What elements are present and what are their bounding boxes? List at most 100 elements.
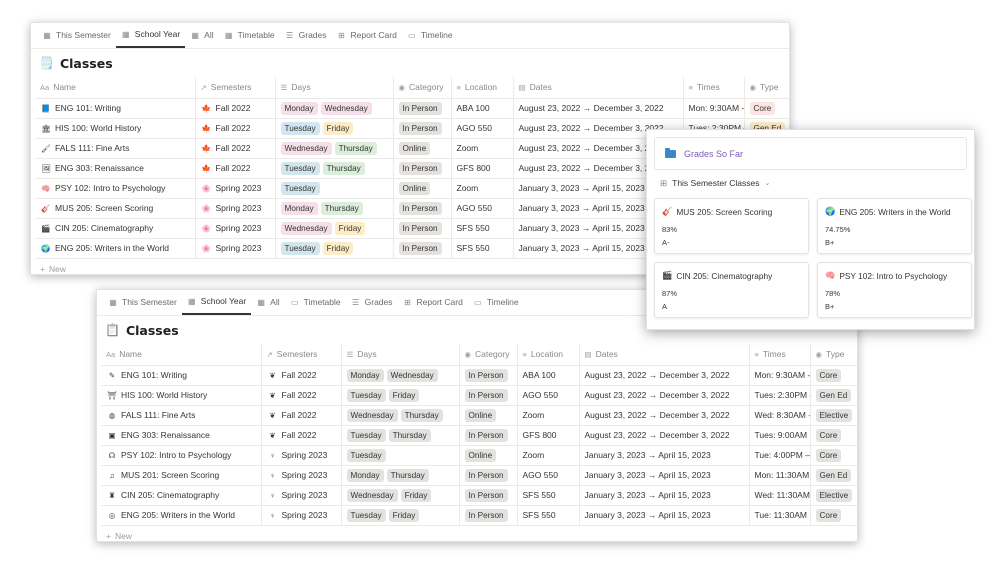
table-row[interactable]: ☊ PSY 102: Intro to Psychology ♀ Spring 202… (101, 445, 857, 466)
cell-location[interactable]: SFS 550 (451, 238, 514, 259)
cell-name[interactable]: 🖼 ENG 303: Renaissance (35, 158, 196, 179)
cell-dates[interactable]: August 23, 2022 → December 3, 2022 (579, 365, 750, 386)
cell-days[interactable]: Tuesday Friday (275, 118, 394, 139)
column-header-dates[interactable]: ▤ Dates (579, 344, 750, 366)
cell-location[interactable]: SFS 550 (517, 505, 580, 526)
grades-header[interactable]: Grades So Far (654, 137, 967, 170)
tab-timeline[interactable]: ▭ Timeline (474, 297, 519, 307)
cell-semester[interactable]: ♀ Spring 2023 (261, 445, 342, 466)
column-header-location[interactable]: ≡ Location (517, 344, 580, 366)
grade-card[interactable]: 🧠 PSY 102: Intro to Psychology 78% B+ (817, 262, 972, 318)
cell-semester[interactable]: ❦ Fall 2022 (261, 405, 342, 426)
cell-times[interactable]: Mon: 9:30AM - (749, 365, 811, 386)
cell-type[interactable]: Core (810, 365, 857, 386)
cell-days[interactable]: Tuesday (275, 178, 394, 199)
column-header-semesters[interactable]: ↗ Semesters (261, 344, 342, 366)
cell-name[interactable]: ▣ ENG 303: Renaissance (101, 425, 262, 446)
cell-location[interactable]: AGO 550 (517, 385, 580, 406)
cell-semester[interactable]: ♀ Spring 2023 (261, 485, 342, 506)
cell-location[interactable]: Zoom (517, 405, 580, 426)
column-header-times[interactable]: ≡ Times (683, 77, 745, 99)
tab-grades[interactable]: ☰ Grades (286, 30, 327, 40)
cell-semester[interactable]: ❦ Fall 2022 (261, 385, 342, 406)
cell-type[interactable]: Core (810, 425, 857, 446)
column-header-type[interactable]: ◉ Type (744, 77, 789, 99)
cell-days[interactable]: Wednesday Friday (341, 485, 460, 506)
cell-category[interactable]: In Person (459, 425, 518, 446)
cell-days[interactable]: Wednesday Friday (275, 218, 394, 239)
cell-dates[interactable]: January 3, 2023 → April 15, 2023 (579, 485, 750, 506)
column-header-category[interactable]: ◉ Category (459, 344, 518, 366)
cell-times[interactable]: Mon: 11:30AM (749, 465, 811, 486)
cell-times[interactable]: Wed: 11:30AM (749, 485, 811, 506)
column-header-semesters[interactable]: ↗ Semesters (195, 77, 276, 99)
cell-location[interactable]: Zoom (517, 445, 580, 466)
cell-times[interactable]: Tue: 11:30AM (749, 505, 811, 526)
cell-name[interactable]: ✎ ENG 101: Writing (101, 365, 262, 386)
column-header-name[interactable]: Aa Name (35, 77, 196, 99)
table-row[interactable]: ◍ FALS 111: Fine Arts ❦ Fall 2022 Wednesday T… (101, 405, 857, 426)
cell-days[interactable]: Wednesday Thursday (275, 138, 394, 159)
cell-category[interactable]: In Person (393, 238, 452, 259)
cell-semester[interactable]: 🌸 Spring 2023 (195, 238, 276, 259)
table-row[interactable]: ♫ MUS 201: Screen Scoring ♀ Spring 2023 Mond… (101, 465, 857, 486)
cell-name[interactable]: ♫ MUS 201: Screen Scoring (101, 465, 262, 486)
cell-location[interactable]: GFS 800 (451, 158, 514, 179)
grade-card[interactable]: 🎬 CIN 205: Cinematography 87% A (654, 262, 809, 318)
cell-days[interactable]: Tuesday Thursday (341, 425, 460, 446)
column-header-name[interactable]: Aa Name (101, 344, 262, 366)
table-row[interactable]: ▣ ENG 303: Renaissance ❦ Fall 2022 Tuesday Th… (101, 425, 857, 446)
cell-type[interactable]: Core (810, 445, 857, 466)
cell-days[interactable]: Wednesday Thursday (341, 405, 460, 426)
column-header-location[interactable]: ≡ Location (451, 77, 514, 99)
cell-semester[interactable]: 🍁 Fall 2022 (195, 138, 276, 159)
cell-category[interactable]: In Person (459, 505, 518, 526)
page-title[interactable]: Classes (125, 322, 179, 338)
cell-times[interactable]: Tues: 2:30PM – (749, 385, 811, 406)
cell-dates[interactable]: August 23, 2022 → December 3, 2022 (579, 385, 750, 406)
cell-dates[interactable]: January 3, 2023 → April 15, 2023 (579, 445, 750, 466)
cell-dates[interactable]: August 23, 2022 → December 3, 2022 (513, 118, 684, 139)
column-header-days[interactable]: ☰ Days (275, 77, 394, 99)
tab-all[interactable]: ▦ All (191, 30, 214, 40)
tab-report-card[interactable]: ⊞ Report Card (338, 30, 397, 40)
tab-this-semester[interactable]: ▦ This Semester (109, 297, 177, 307)
cell-category[interactable]: Online (459, 405, 518, 426)
cell-name[interactable]: ◎ ENG 205: Writers in the World (101, 505, 262, 526)
cell-location[interactable]: AGO 550 (451, 198, 514, 219)
tab-report-card[interactable]: ⊞ Report Card (404, 297, 463, 307)
view-selector[interactable]: ⊞ This Semester Classes ⌄ (660, 177, 771, 189)
cell-location[interactable]: AGO 550 (517, 465, 580, 486)
tab-this-semester[interactable]: ▦ This Semester (43, 30, 111, 40)
cell-days[interactable]: Monday Thursday (341, 465, 460, 486)
cell-name[interactable]: ◍ FALS 111: Fine Arts (101, 405, 262, 426)
cell-name[interactable]: 🖌 FALS 111: Fine Arts (35, 138, 196, 159)
tab-timeline[interactable]: ▭ Timeline (408, 30, 453, 40)
cell-semester[interactable]: 🌸 Spring 2023 (195, 178, 276, 199)
table-row[interactable]: ◎ ENG 205: Writers in the World ♀ Spring 20… (101, 505, 857, 526)
cell-name[interactable]: 🎸 MUS 205: Screen Scoring (35, 198, 196, 219)
cell-semester[interactable]: 🍁 Fall 2022 (195, 158, 276, 179)
cell-type[interactable]: Elective (810, 485, 857, 506)
cell-type[interactable]: Core (744, 98, 789, 119)
cell-location[interactable]: SFS 550 (517, 485, 580, 506)
cell-times[interactable]: Tues: 9:00AM - (749, 425, 811, 446)
tab-school-year[interactable]: ▦ School Year (181, 290, 252, 315)
cell-category[interactable]: In Person (459, 385, 518, 406)
cell-times[interactable]: Mon: 9:30AM - (683, 98, 745, 119)
cell-type[interactable]: Elective (810, 405, 857, 426)
cell-days[interactable]: Tuesday (341, 445, 460, 466)
column-header-type[interactable]: ◉ Type (810, 344, 857, 366)
column-header-times[interactable]: ≡ Times (749, 344, 811, 366)
cell-category[interactable]: Online (393, 138, 452, 159)
cell-location[interactable]: SFS 550 (451, 218, 514, 239)
cell-type[interactable]: Gen Ed (810, 385, 857, 406)
grade-card[interactable]: 🎸 MUS 205: Screen Scoring 83% A- (654, 198, 809, 254)
cell-category[interactable]: In Person (393, 118, 452, 139)
new-row-button[interactable]: + New (40, 263, 66, 274)
cell-days[interactable]: Monday Wednesday (275, 98, 394, 119)
cell-dates[interactable]: January 3, 2023 → April 15, 2023 (579, 465, 750, 486)
table-row[interactable]: ✎ ENG 101: Writing ❦ Fall 2022 Monday Wednesd… (101, 365, 857, 386)
cell-category[interactable]: Online (459, 445, 518, 466)
cell-location[interactable]: AGO 550 (451, 118, 514, 139)
